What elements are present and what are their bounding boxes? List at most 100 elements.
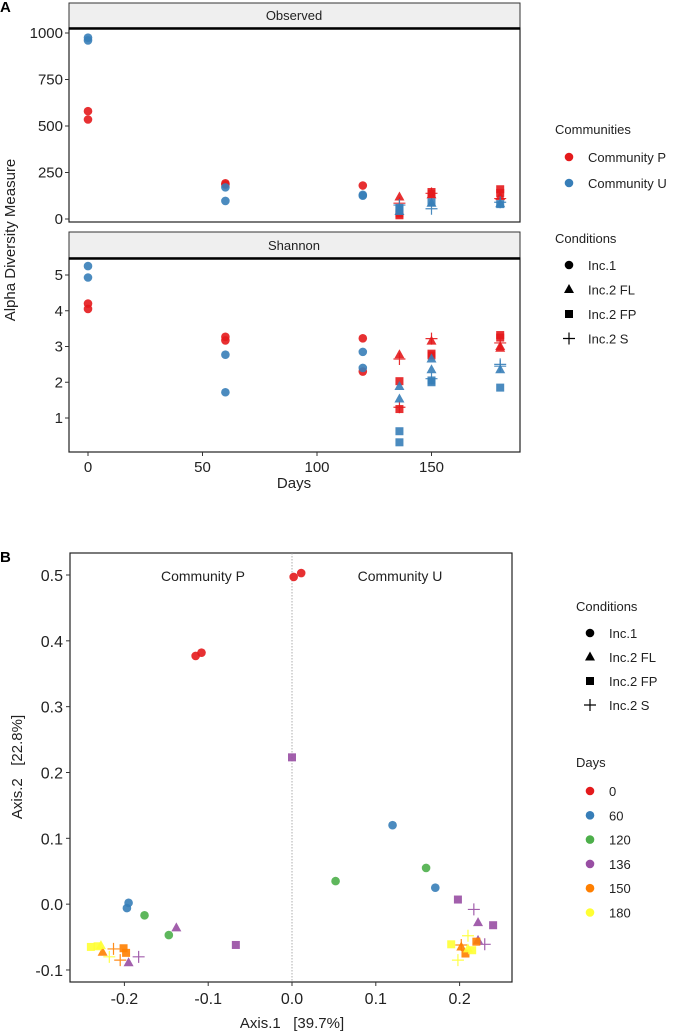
points-b [86,568,498,967]
facet-observed: Observed [68,2,521,223]
legend-label-day-60: 60 [609,808,623,823]
point-day-150-inc-2-fp [472,937,481,946]
y-tick-label: 1 [55,410,63,427]
point-shannon-community-u-inc-1 [358,347,368,357]
legend-swatch-inc-2-fp [586,677,594,685]
point-shannon-community-u-inc-2-fl [426,353,437,363]
points-a [83,33,507,447]
x-tick-label: 100 [304,459,329,476]
legend-swatch-inc-2-s [584,699,596,711]
y-tick-label: 500 [38,118,63,135]
legend-swatch-inc-2-s [563,332,575,345]
plot-frame-observed [68,27,521,223]
point-shannon-community-p-inc-2-s [425,332,438,345]
point-day-60-inc-1 [388,820,397,830]
point-day-136-inc-2-fl [473,917,484,927]
point-day-150-inc-2-fp [119,944,128,953]
legend-swatch-day-136 [585,859,595,869]
point-day-150-inc-2-fl [97,946,108,956]
point-day-120-inc-1 [164,930,174,940]
point-day-150-inc-2-s [455,938,468,951]
legend-swatch-inc-1 [585,628,595,638]
point-day-120-inc-1 [421,863,431,873]
point-day-136-inc-2-fp [489,921,498,930]
legend-label-inc-2-s: Inc.2 S [588,332,629,347]
point-day-136-inc-2-s [132,950,145,963]
legend-label-inc-2-fl: Inc.2 FL [609,650,656,665]
legend-swatch-day-150 [585,883,595,893]
legend-title-communities: Communities [555,122,631,137]
point-day-180-inc-2-fp [86,942,95,951]
y-tick-label: 4 [55,303,63,320]
legend-title-days: Days [576,755,606,770]
point-shannon-community-u-inc-2-fp [496,383,505,392]
point-observed-community-p-inc-1 [83,115,93,124]
point-day-136-inc-2-s [478,938,491,951]
legend-label-community-u: Community U [588,176,667,191]
legend-swatch-day-120 [585,835,595,844]
point-observed-community-u-inc-1 [221,196,230,206]
point-day-60-inc-1 [430,883,440,892]
y-tick-label: 0.0 [41,897,63,914]
x-tick-label: 0 [84,459,92,476]
point-day-60-inc-1 [124,898,133,908]
legend-a: Communities Community P Community U Conditi… [555,122,667,347]
y-tick-label: 2 [55,374,63,391]
point-observed-community-u-inc-1 [358,191,368,201]
point-day-150-inc-2-s [114,954,127,967]
y-tick-label: 0.1 [41,831,63,848]
point-day-120-inc-1 [140,911,149,920]
legend-swatch-community-p [564,152,574,162]
legend-label-inc-2-s: Inc.2 S [609,698,650,713]
facet-strip-shannon [68,231,521,259]
point-shannon-community-u-inc-2-fl [394,393,405,403]
point-observed-community-u-inc-2-s [494,196,507,209]
point-shannon-community-u-inc-2-fp [395,438,404,447]
legend-swatch-community-u [564,178,574,188]
point-shannon-community-u-inc-1 [358,363,368,373]
x-axis-title-a: Days [277,475,311,492]
point-day-136-inc-2-fp [288,753,296,762]
point-day-180-inc-2-s [451,954,464,967]
point-observed-community-u-inc-2-s [393,199,406,212]
legend-swatch-inc-2-fl [585,651,595,661]
y-axis-title-b: Axis.2 [22.8%] [9,715,26,819]
y-tick-label: 5 [55,267,63,284]
point-observed-community-p-inc-2-s [425,187,438,200]
x-axis-title-b: Axis.1 [39.7%] [240,1015,344,1032]
plot-frame-b [69,552,513,983]
point-day-0-inc-1 [197,648,206,657]
point-shannon-community-u-inc-1 [83,273,93,282]
x-tick-label: 0.0 [281,991,303,1008]
point-shannon-community-u-inc-1 [221,350,230,360]
axis-ticks-b: -0.1 0.0 0.1 0.2 0.3 0.4 0.5 -0.2 -0.1 0.0 0.1 0.2 [35,568,470,1008]
point-observed-community-p-inc-1 [358,181,368,190]
point-day-150-inc-2-fp [461,949,470,958]
y-tick-label: 750 [38,72,63,89]
point-shannon-community-p-inc-2-s [393,353,406,366]
y-tick-label: 250 [38,165,63,182]
facet-shannon: Shannon [68,231,521,453]
plot-frame-shannon [68,257,521,453]
y-axis-title-a: Alpha Diversity Measure [2,159,19,322]
point-shannon-community-p-inc-1 [221,336,230,345]
legend-title-conditions: Conditions [555,231,617,246]
legend-b: Conditions Inc.1 Inc.2 FL Inc.2 FP Inc.2 S Da… [576,599,657,921]
x-tick-label: 0.2 [448,991,470,1008]
y-tick-label: 3 [55,339,63,356]
point-day-180-inc-2-fl [95,940,106,950]
point-observed-community-u-inc-2-fp [427,198,436,207]
x-tick-label: -0.1 [194,991,222,1008]
facet-title-observed: Observed [266,8,322,23]
panel-label-b: B [0,549,11,566]
point-day-120-inc-1 [331,876,340,886]
legend-swatch-inc-2-fl [564,284,574,293]
y-tick-label: 0.4 [41,634,63,651]
annotation-community-p: Community P [161,568,245,584]
point-observed-community-u-inc-1 [83,36,93,45]
legend-label-inc-1: Inc.1 [588,258,616,273]
point-shannon-community-u-inc-2-fl [495,364,506,374]
point-shannon-community-u-inc-2-s [425,372,438,385]
y-tick-label: 0.5 [41,568,63,585]
